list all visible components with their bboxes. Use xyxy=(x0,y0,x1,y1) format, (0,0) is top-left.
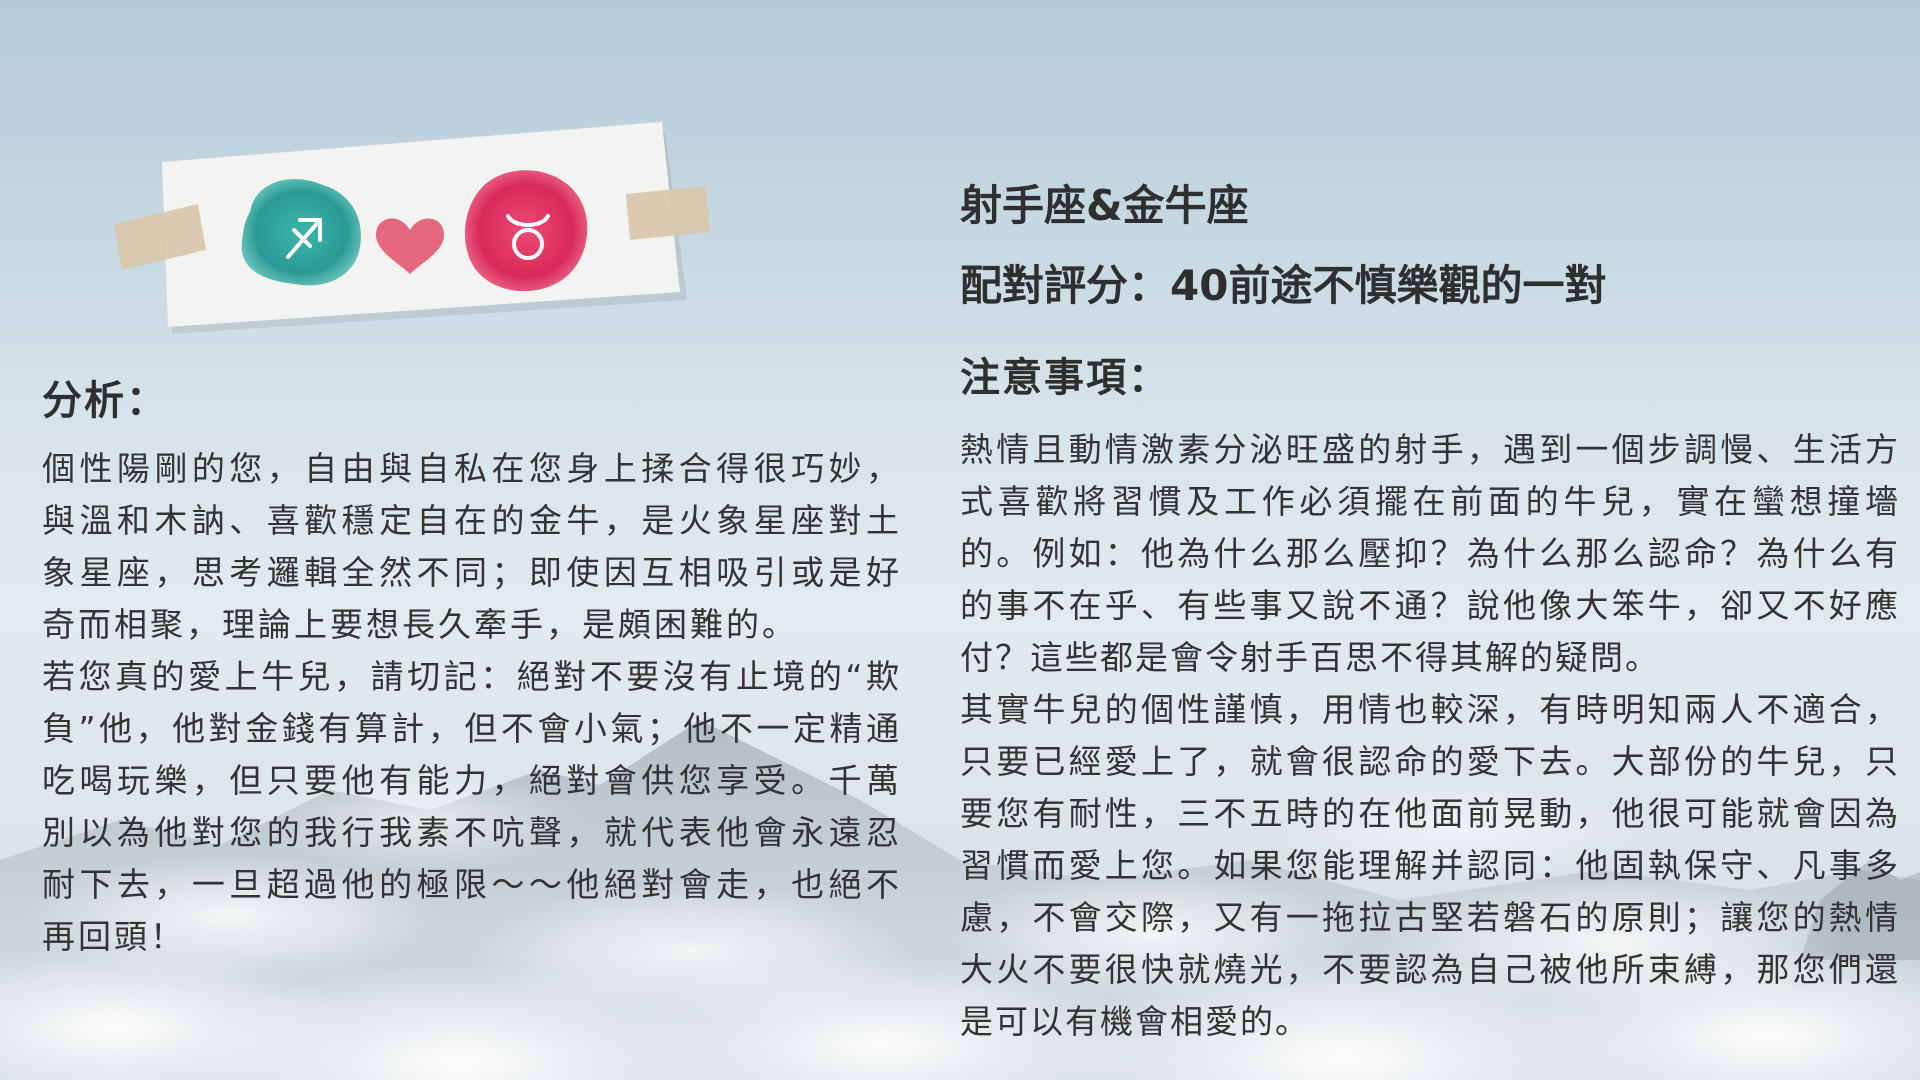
cloud-layer xyxy=(0,650,1920,1080)
analysis-title: 分析： xyxy=(42,378,168,424)
notes-paragraph-2: 其實牛兒的個性謹慎，用情也較深，有時明知兩人不適合，只要已經愛上了，就會很認命的… xyxy=(960,690,1900,1041)
score-line: 配對評分：40前途不慎樂觀的一對 xyxy=(960,261,1607,310)
analysis-paragraph-1: 個性陽剛的您，自由與自私在您身上揉合得很巧妙，與溫和木訥、喜歡穩定自在的金牛，是… xyxy=(42,449,902,644)
taurus-icon xyxy=(464,170,588,292)
heart-icon xyxy=(375,218,445,274)
notes-section: 射手座&金牛座 配對評分：40前途不慎樂觀的一對 注意事項： 熱情且動情激素分泌… xyxy=(960,176,1900,1048)
analysis-paragraph-2: 若您真的愛上牛兒，請切記：絕對不要沒有止境的“欺負”他，他對金錢有算計，但不會小… xyxy=(42,657,902,956)
analysis-section: 分析： 個性陽剛的您，自由與自私在您身上揉合得很巧妙，與溫和木訥、喜歡穩定自在的… xyxy=(42,375,902,963)
pair-title: 射手座&金牛座 xyxy=(960,181,1249,230)
zodiac-banner xyxy=(110,112,710,337)
notes-title: 注意事項： xyxy=(960,355,1170,401)
sagittarius-icon xyxy=(241,179,361,286)
tape-left xyxy=(114,204,206,270)
notes-paragraph-1: 熱情且動情激素分泌旺盛的射手，遇到一個步調慢、生活方式喜歡將習慣及工作必須擺在前… xyxy=(960,430,1900,677)
tape-right xyxy=(626,186,710,240)
